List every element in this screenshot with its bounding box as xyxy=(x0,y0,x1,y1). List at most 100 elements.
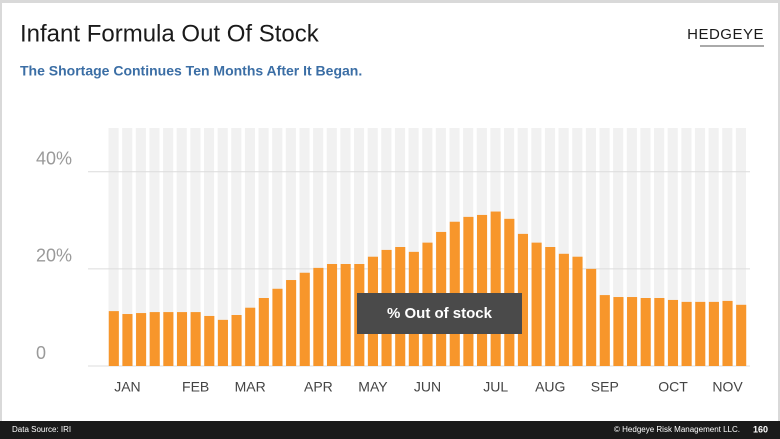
bar xyxy=(313,267,324,366)
column-background xyxy=(340,128,351,366)
column-background xyxy=(708,128,719,366)
bar xyxy=(190,312,201,366)
column-background xyxy=(244,128,256,366)
bar xyxy=(627,297,638,366)
column-background xyxy=(558,128,569,366)
bar xyxy=(517,233,529,366)
footer-source: Data Source: IRI xyxy=(12,425,71,434)
column-background xyxy=(654,128,665,366)
y-tick-label: 0 xyxy=(36,343,46,363)
bar xyxy=(163,312,174,366)
column-background xyxy=(585,128,596,366)
bar xyxy=(245,307,256,366)
bar xyxy=(272,288,283,366)
bar xyxy=(477,214,488,366)
x-tick-label: FEB xyxy=(182,379,209,395)
y-tick-label: 20% xyxy=(36,246,72,266)
bar xyxy=(531,242,542,366)
bar xyxy=(667,299,679,366)
bar xyxy=(136,313,147,366)
bar xyxy=(722,300,733,366)
bar xyxy=(299,272,310,366)
column-background xyxy=(258,128,269,366)
bar xyxy=(654,298,665,366)
y-tick-label: 40% xyxy=(36,148,72,168)
bar xyxy=(340,264,351,366)
annotation-box xyxy=(357,293,522,334)
column-background xyxy=(613,128,624,366)
plot: 0 20% 40% JAN FEB MAR APR MAY JUN JUL AUG SEP OCT NOV… xyxy=(36,128,750,395)
bar xyxy=(231,315,242,366)
bar xyxy=(463,216,474,366)
bar xyxy=(204,315,215,366)
column-background xyxy=(122,128,133,366)
logo: HEDGEYE xyxy=(687,26,764,43)
column-background xyxy=(272,128,283,366)
bar xyxy=(708,301,719,366)
bar xyxy=(122,314,133,366)
column-background xyxy=(299,128,310,366)
page-number: 160 xyxy=(753,424,768,434)
bar xyxy=(640,298,651,366)
column-background xyxy=(203,128,215,366)
column-background xyxy=(176,128,187,366)
column-background xyxy=(694,128,706,366)
chart-subtitle: The Shortage Continues Ten Months After … xyxy=(20,63,362,79)
column-background xyxy=(135,128,146,366)
right-border xyxy=(778,0,780,439)
bar xyxy=(572,256,583,366)
column-background xyxy=(681,128,692,366)
column-background xyxy=(285,128,296,366)
column-background xyxy=(667,128,678,366)
x-tick-label: SEP xyxy=(591,379,619,395)
bar xyxy=(149,312,160,366)
bar xyxy=(504,218,515,366)
x-tick-label: JAN xyxy=(114,379,140,395)
annotation: % Out of stock xyxy=(387,305,493,322)
left-border xyxy=(0,0,2,439)
x-tick-label: AUG xyxy=(535,379,565,395)
x-tick-label: NOV xyxy=(712,379,743,395)
bar xyxy=(736,304,747,366)
column-background xyxy=(108,128,119,366)
column-background xyxy=(326,128,337,366)
column-background xyxy=(217,128,228,366)
column-background xyxy=(626,128,637,366)
x-tick-label: JUN xyxy=(414,379,441,395)
column-background xyxy=(163,128,174,366)
column-background xyxy=(735,128,746,366)
bar xyxy=(326,264,338,366)
column-background xyxy=(722,128,733,366)
x-tick-label: JUL xyxy=(483,379,508,395)
bar xyxy=(558,253,569,366)
column-background xyxy=(381,128,392,366)
column-background xyxy=(599,128,610,366)
bar xyxy=(490,211,501,366)
bar xyxy=(217,319,228,366)
bar xyxy=(599,295,610,366)
bar xyxy=(613,297,624,366)
x-tick-label: MAR xyxy=(235,379,266,395)
column-background xyxy=(231,128,242,366)
column-background xyxy=(367,128,378,366)
column-background xyxy=(640,128,651,366)
column-background xyxy=(149,128,160,366)
bar xyxy=(176,312,188,366)
bar xyxy=(545,247,556,366)
bar xyxy=(286,280,297,366)
x-tick-label: MAY xyxy=(358,379,388,395)
bar xyxy=(681,301,692,366)
bar xyxy=(108,311,119,366)
column-background xyxy=(408,128,419,366)
column-background xyxy=(572,128,583,366)
bar xyxy=(258,298,269,366)
column-background xyxy=(353,128,365,366)
top-border xyxy=(0,0,780,3)
footer-bar xyxy=(0,421,780,439)
column-background xyxy=(313,128,324,366)
footer-copyright: © Hedgeye Risk Management LLC. xyxy=(614,425,740,434)
x-tick-label: APR xyxy=(304,379,333,395)
bar xyxy=(695,301,706,366)
bar xyxy=(586,268,597,366)
